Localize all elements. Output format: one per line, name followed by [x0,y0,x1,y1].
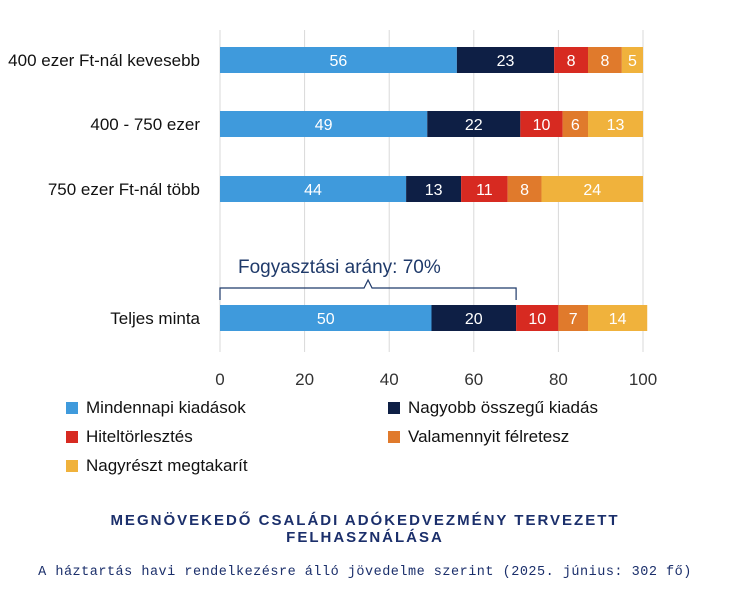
chart-subtitle: A háztartás havi rendelkezésre álló jöve… [38,565,692,580]
legend-swatch [66,460,78,472]
bar-segment [220,111,428,137]
category-label: 400 ezer Ft-nál kevesebb [8,51,200,70]
x-tick-label: 0 [215,370,224,389]
bar-segment [516,305,559,331]
data-label: 10 [533,117,551,134]
legend-swatch [66,402,78,414]
bar-segment [588,305,648,331]
data-label: 49 [315,117,333,134]
bar-segment [541,176,643,202]
bar-segment [520,111,563,137]
x-tick-label: 40 [380,370,399,389]
data-label: 6 [571,117,580,134]
bar-segment [427,111,521,137]
x-tick-label: 100 [629,370,657,389]
bar-segment [220,176,407,202]
legend-label: Nagyobb összegű kiadás [408,398,598,417]
bar-segment [558,305,589,331]
data-label: 8 [600,53,609,70]
data-label: 13 [425,182,443,199]
category-label: Teljes minta [110,309,200,328]
bar-segment [554,47,589,73]
legend-item: Nagyrészt megtakarít [66,456,248,476]
data-label: 23 [497,53,515,70]
bar-segment [588,111,643,137]
x-tick-label: 20 [295,370,314,389]
legend-label: Nagyrészt megtakarít [86,456,248,475]
legend-swatch [388,402,400,414]
chart-title: MEGNÖVEKEDŐ CSALÁDI ADÓKEDVEZMÉNY TERVEZ… [110,512,620,546]
bar-segment [562,111,589,137]
annotation: Fogyasztási arány: 70% [219,257,517,300]
legend-label: Hiteltörlesztés [86,427,193,446]
data-label: 5 [628,53,637,70]
data-label: 7 [569,311,578,328]
legend-item: Valamennyit félretesz [388,427,569,447]
legend-swatch [66,431,78,443]
data-label: 50 [317,311,335,328]
bar-segment [406,176,462,202]
annotation-bracket [219,278,517,300]
data-label: 11 [476,182,493,199]
data-label: 10 [528,311,546,328]
data-label: 13 [607,117,625,134]
data-label: 8 [520,182,529,199]
x-tick-label: 80 [549,370,568,389]
data-label: 14 [609,311,627,328]
data-label: 24 [583,182,601,199]
data-label: 44 [304,182,322,199]
data-label: 56 [330,53,348,70]
legend-label: Valamennyit félretesz [408,427,570,446]
category-label: 400 - 750 ezer [90,115,200,134]
bar-segment [431,305,517,331]
bar-segment [220,47,457,73]
bar-segment [220,305,432,331]
category-label: 750 ezer Ft-nál több [48,180,200,199]
data-label: 20 [465,311,483,328]
legend-item: Nagyobb összegű kiadás [388,398,598,418]
annotation-text: Fogyasztási arány: 70% [238,257,441,278]
legend-item: Mindennapi kiadások [66,398,246,418]
x-tick-label: 60 [464,370,483,389]
legend-item: Hiteltörlesztés [66,427,193,447]
data-label: 8 [567,53,576,70]
bar-segment [507,176,542,202]
bar-segment [621,47,643,73]
bars [220,47,648,331]
data-label: 22 [465,117,483,134]
legend-label: Mindennapi kiadások [86,398,246,417]
bar-segment [588,47,622,73]
bar-segment [461,176,508,202]
legend-swatch [388,431,400,443]
bar-segment [456,47,555,73]
